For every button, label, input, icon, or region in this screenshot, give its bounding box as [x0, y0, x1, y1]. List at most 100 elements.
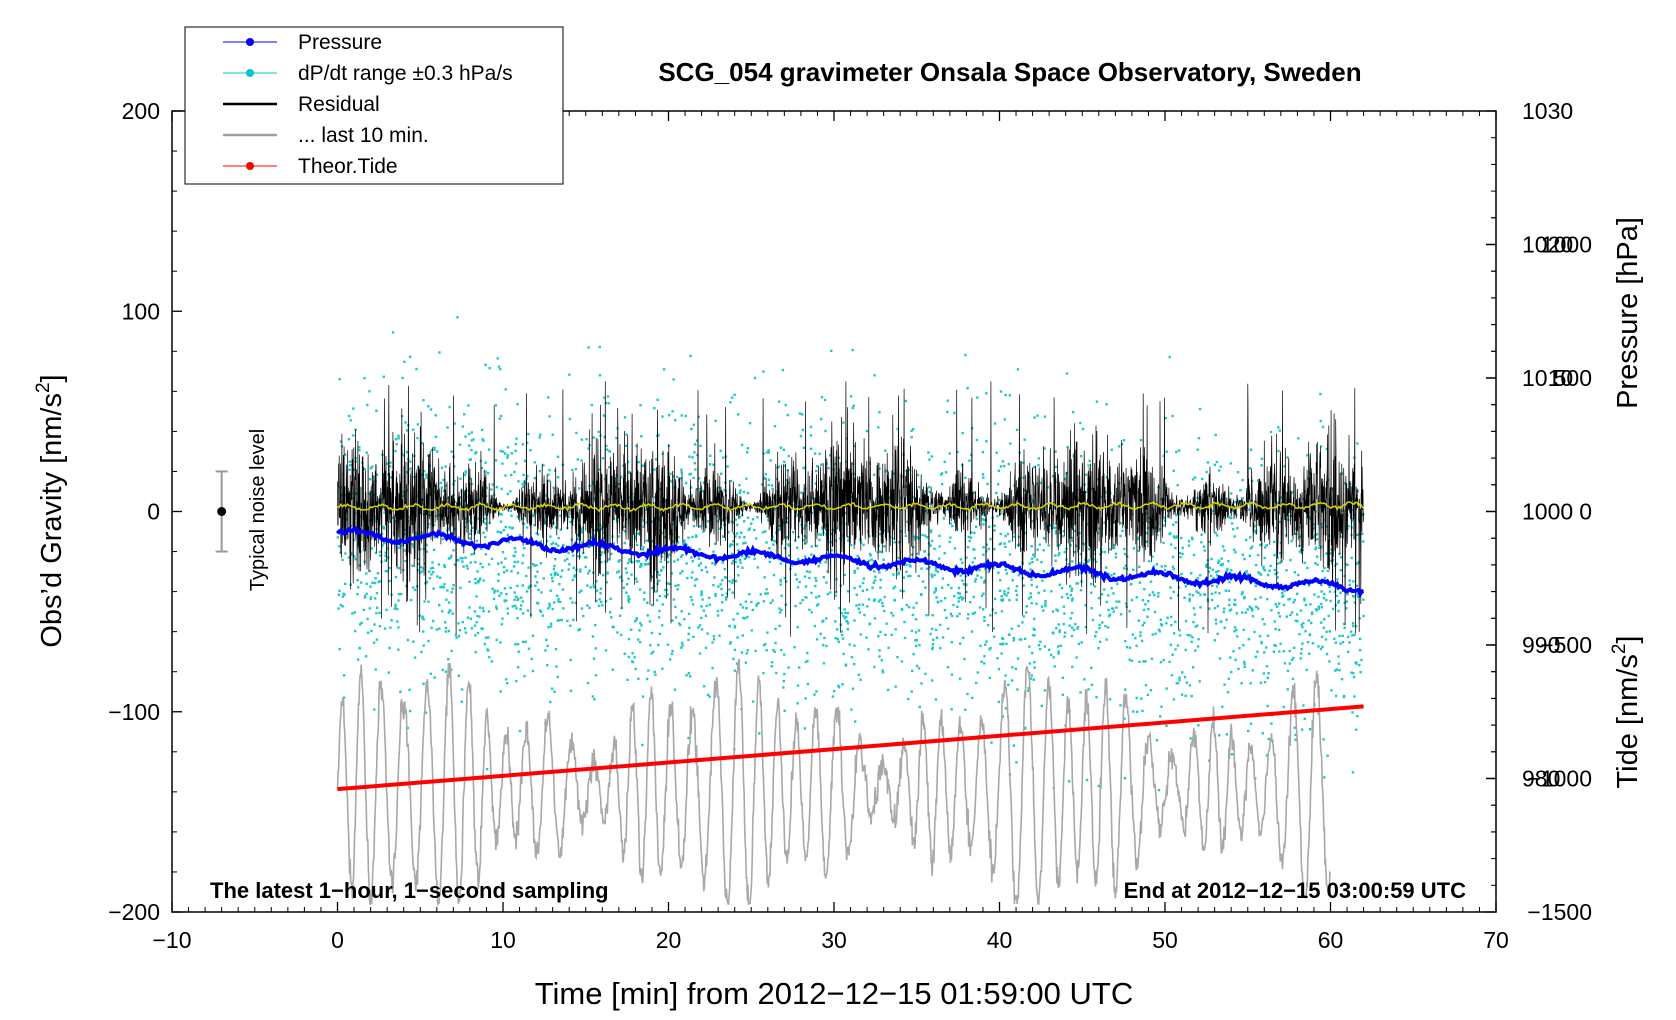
dpdt-point: [469, 617, 473, 620]
dpdt-point: [650, 652, 653, 655]
dpdt-point: [1297, 573, 1300, 577]
dpdt-point: [640, 624, 643, 627]
dpdt-point: [587, 447, 590, 450]
dpdt-point: [1071, 536, 1074, 540]
dpdt-point: [843, 573, 846, 577]
dpdt-point: [480, 547, 483, 550]
dpdt-point: [623, 541, 626, 545]
dpdt-point: [657, 643, 660, 647]
dpdt-point: [871, 586, 874, 589]
dpdt-point: [858, 611, 862, 614]
dpdt-point: [1020, 638, 1023, 641]
dpdt-point: [1170, 615, 1173, 619]
dpdt-point: [362, 549, 366, 552]
dpdt-point: [648, 620, 652, 623]
dpdt-point: [892, 472, 896, 475]
dpdt-point: [1153, 610, 1157, 614]
dpdt-point: [1005, 642, 1008, 645]
dpdt-point: [337, 593, 340, 596]
dpdt-point: [928, 458, 931, 461]
dpdt-point: [595, 589, 599, 592]
dpdt-point: [444, 465, 447, 468]
dpdt-point: [936, 600, 940, 603]
dpdt-point: [1300, 623, 1303, 626]
dpdt-point: [397, 437, 400, 440]
dpdt-point: [1320, 606, 1323, 609]
dpdt-point: [724, 598, 728, 601]
dpdt-point: [473, 624, 477, 627]
dpdt-point: [464, 556, 467, 559]
dpdt-point: [635, 618, 638, 621]
dpdt-point: [924, 534, 927, 537]
dpdt-point: [1196, 577, 1200, 580]
dpdt-point: [1072, 628, 1076, 632]
dpdt-point: [721, 561, 724, 564]
dpdt-point: [344, 453, 347, 456]
dpdt-point: [1079, 589, 1083, 592]
dpdt-point: [1095, 631, 1098, 634]
dpdt-point: [574, 601, 577, 604]
dpdt-point: [470, 553, 473, 556]
dpdt-point: [1235, 612, 1238, 615]
dpdt-point: [757, 601, 760, 605]
dpdt-point: [855, 593, 858, 596]
dpdt-point: [663, 551, 666, 555]
dpdt-point: [544, 494, 547, 497]
dpdt-point: [1078, 562, 1081, 565]
dpdt-point: [539, 433, 542, 436]
dpdt-point: [557, 536, 560, 540]
dpdt-point: [830, 540, 833, 544]
dpdt-point: [453, 422, 456, 425]
dpdt-point: [1251, 669, 1254, 672]
dpdt-point: [1303, 717, 1306, 721]
pressure-tick-label: 1030: [1522, 98, 1573, 124]
dpdt-point: [552, 567, 556, 571]
dpdt-point: [1230, 753, 1234, 756]
dpdt-point: [1176, 644, 1180, 647]
dpdt-point: [554, 648, 558, 651]
dpdt-point: [657, 516, 660, 520]
dpdt-point: [1079, 571, 1082, 575]
dpdt-point: [374, 551, 378, 555]
dpdt-point: [721, 593, 724, 597]
dpdt-point: [714, 542, 717, 545]
dpdt-point: [1024, 726, 1027, 730]
dpdt-point: [501, 617, 504, 620]
dpdt-point: [488, 367, 491, 370]
dpdt-point: [722, 456, 725, 459]
dpdt-point: [1351, 634, 1354, 637]
dpdt-point: [906, 506, 909, 509]
dpdt-point: [974, 577, 978, 581]
dpdt-point: [601, 457, 605, 460]
dpdt-point: [338, 545, 341, 548]
dpdt-point: [774, 627, 777, 631]
dpdt-point: [693, 451, 696, 454]
dpdt-point: [549, 622, 553, 625]
dpdt-point: [616, 631, 619, 634]
dpdt-point: [821, 620, 824, 623]
dpdt-point: [469, 561, 472, 564]
dpdt-point: [794, 604, 797, 608]
dpdt-point: [1254, 598, 1257, 601]
dpdt-point: [1197, 437, 1201, 440]
dpdt-point: [1168, 355, 1171, 359]
dpdt-point: [1242, 628, 1245, 632]
dpdt-point: [925, 536, 929, 539]
dpdt-point: [569, 624, 572, 627]
dpdt-point: [1226, 567, 1229, 571]
dpdt-point: [761, 531, 765, 534]
dpdt-point: [1096, 478, 1099, 481]
dpdt-point: [633, 656, 636, 659]
dpdt-point: [1163, 519, 1167, 522]
dpdt-point: [1244, 611, 1247, 614]
dpdt-point: [1335, 587, 1338, 591]
dpdt-point: [700, 593, 703, 597]
dpdt-point: [1055, 626, 1058, 630]
dpdt-point: [1128, 658, 1131, 661]
dpdt-point: [790, 564, 793, 567]
dpdt-point: [468, 444, 471, 447]
dpdt-point: [1339, 591, 1342, 595]
dpdt-point: [1256, 553, 1260, 557]
dpdt-point: [845, 615, 848, 619]
dpdt-point: [980, 512, 983, 516]
